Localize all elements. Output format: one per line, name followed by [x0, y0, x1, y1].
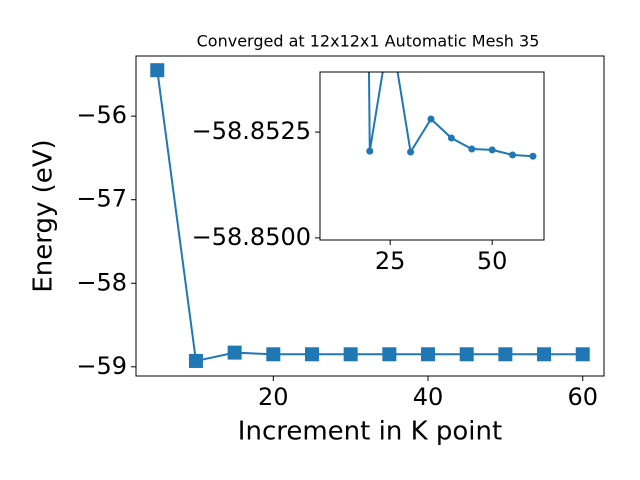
y-tick-label: −56	[76, 101, 127, 129]
marker	[387, 23, 394, 30]
marker	[498, 347, 513, 362]
axes-frame	[135, 55, 605, 377]
marker	[304, 347, 319, 362]
y-axis-label: Energy (eV)	[29, 139, 59, 292]
marker	[447, 134, 455, 142]
x-tick-label: 25	[375, 247, 406, 275]
x-tick-label: 50	[477, 247, 508, 275]
y-tick-label: −58	[76, 268, 127, 296]
chart-title: Converged at 12x12x1 Automatic Mesh 35	[197, 32, 540, 51]
marker	[575, 347, 590, 362]
y-tick-label: −59	[76, 352, 127, 380]
marker	[266, 347, 281, 362]
line	[367, 72, 534, 158]
x-tick-label: 20	[258, 383, 289, 411]
marker	[488, 146, 496, 154]
y-tick-label: −58.8525	[192, 117, 311, 145]
series	[150, 63, 590, 368]
plot-area	[320, 72, 544, 240]
marker	[227, 345, 242, 360]
marker	[529, 152, 537, 160]
marker	[421, 347, 436, 362]
marker	[427, 115, 435, 123]
series	[366, 23, 537, 160]
marker	[407, 148, 415, 156]
x-axis-label: Increment in K point	[238, 417, 502, 447]
x-tick-label: 60	[567, 383, 598, 411]
marker	[382, 347, 397, 362]
marker	[509, 151, 517, 159]
marker	[188, 353, 203, 368]
marker	[150, 63, 165, 78]
y-tick-label: −58.8500	[192, 223, 311, 251]
y-tick-label: −57	[76, 185, 127, 213]
axes-frame	[319, 71, 545, 241]
marker	[459, 347, 474, 362]
marker	[343, 347, 358, 362]
marker	[366, 147, 374, 155]
marker	[537, 347, 552, 362]
marker	[468, 145, 476, 153]
x-tick-label: 40	[413, 383, 444, 411]
